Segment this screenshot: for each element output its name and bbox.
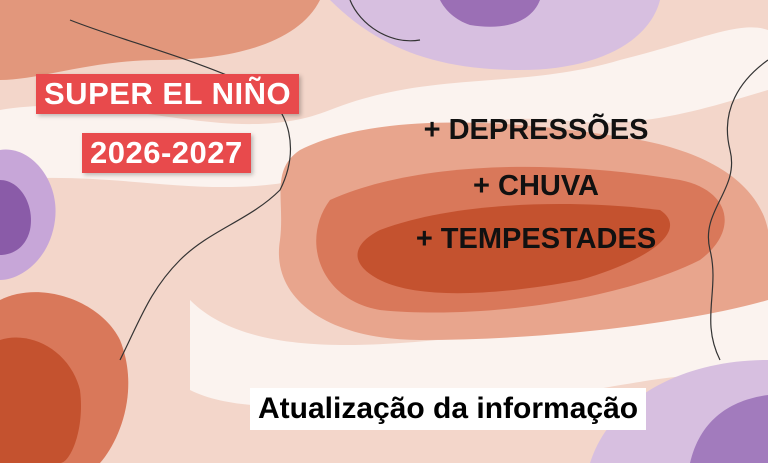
warm-anomaly-core	[357, 204, 671, 294]
caption: Atualização da informação	[250, 388, 647, 430]
warm-anomaly-core	[0, 337, 81, 463]
cool-anomaly-core	[0, 180, 31, 255]
coastline	[69, 19, 291, 361]
cool-anomaly-core	[440, 0, 540, 27]
point: + DEPRESSÕES	[423, 114, 649, 146]
coastline	[707, 59, 768, 361]
point: + CHUVA	[473, 170, 599, 202]
point: + TEMPESTADES	[415, 223, 657, 255]
cool-anomaly-core	[690, 395, 768, 463]
title-line: SUPER EL NIÑO	[36, 74, 300, 114]
coastline	[349, 0, 421, 42]
warm-anomaly	[0, 0, 320, 80]
title-line: 2026-2027	[82, 133, 251, 173]
cool-anomaly	[330, 0, 660, 70]
